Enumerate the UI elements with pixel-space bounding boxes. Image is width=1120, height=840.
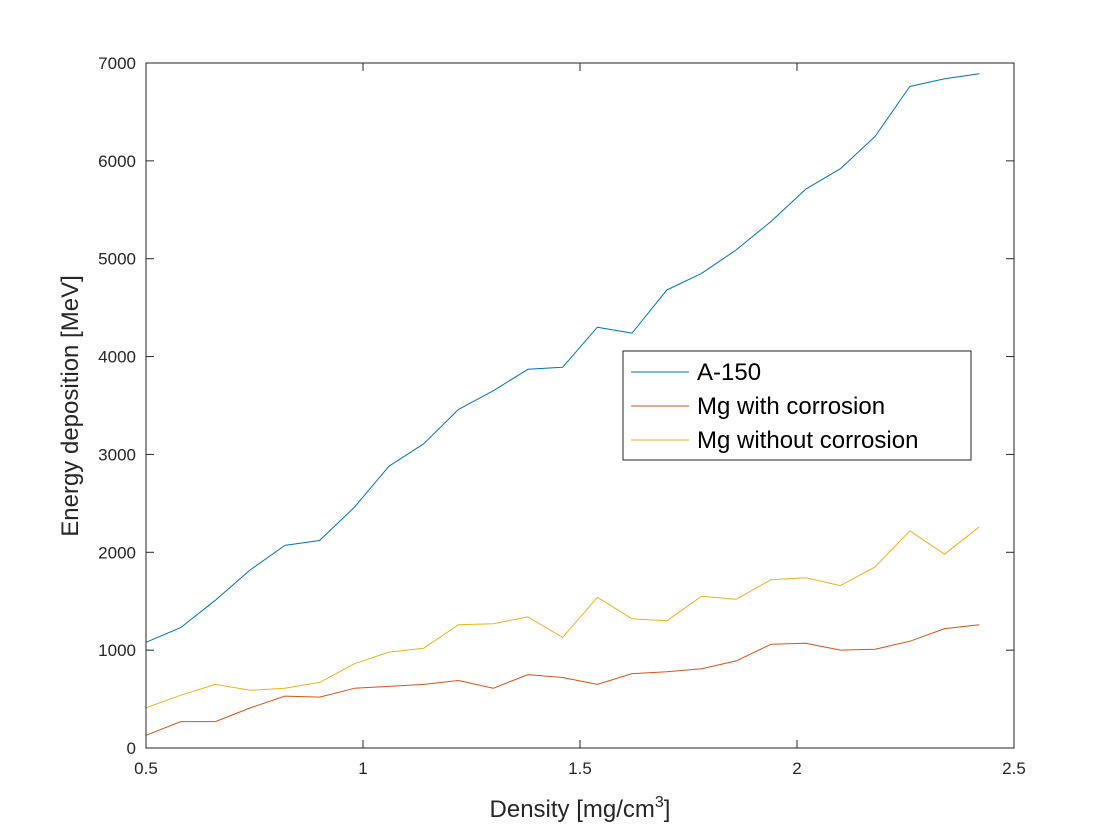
legend-label-1: A-150 (697, 359, 761, 386)
y-tick-label: 6000 (98, 152, 136, 171)
y-tick-label: 3000 (98, 445, 136, 464)
y-tick-label: 2000 (98, 543, 136, 562)
legend-label-2: Mg with corrosion (697, 393, 885, 420)
x-tick-label: 2 (792, 759, 801, 778)
series-line-2 (145, 624, 980, 736)
y-tick-label: 4000 (98, 348, 136, 367)
series-layer (145, 73, 980, 736)
x-axis-label-main: Density [mg/cm (490, 796, 655, 823)
x-axis-label-suffix: ] (664, 796, 671, 823)
legend: A-150 Mg with corrosion Mg without corrosi… (622, 350, 972, 461)
x-tick-label: 1.5 (568, 759, 592, 778)
y-tick-label: 0 (127, 739, 136, 758)
series-line-3 (145, 526, 980, 709)
x-tick-label: 2.5 (1002, 759, 1026, 778)
x-axis-label-superscript: 3 (655, 794, 664, 811)
y-tick-label: 7000 (98, 54, 136, 73)
plot-frame (145, 62, 1015, 749)
y-axis-label: Energy deposition [MeV] (57, 275, 84, 536)
legend-label-3: Mg without corrosion (697, 427, 918, 454)
x-tick-label: 1 (358, 759, 367, 778)
y-tick-label: 5000 (98, 250, 136, 269)
x-tick-label: 0.5 (134, 759, 158, 778)
series-line-1 (145, 73, 980, 643)
y-tick-label: 1000 (98, 641, 136, 660)
x-axis-label: Density [mg/cm3] (490, 794, 671, 823)
